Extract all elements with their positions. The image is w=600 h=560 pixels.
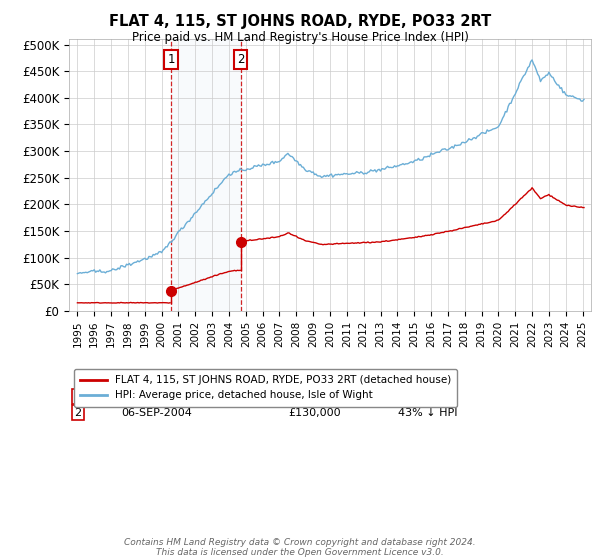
Text: 1: 1 (74, 391, 81, 402)
Text: 2: 2 (74, 408, 82, 418)
Text: 1: 1 (167, 53, 175, 66)
Text: 2: 2 (237, 53, 244, 66)
Text: 06-SEP-2004: 06-SEP-2004 (121, 408, 192, 418)
Text: £38,000: £38,000 (288, 391, 334, 402)
Bar (171, 39, 241, 311)
Text: FLAT 4, 115, ST JOHNS ROAD, RYDE, PO33 2RT: FLAT 4, 115, ST JOHNS ROAD, RYDE, PO33 2… (109, 14, 491, 29)
Legend: FLAT 4, 115, ST JOHNS ROAD, RYDE, PO33 2RT (detached house), HPI: Average price,: FLAT 4, 115, ST JOHNS ROAD, RYDE, PO33 2… (74, 369, 457, 407)
Text: 43% ↓ HPI: 43% ↓ HPI (398, 408, 457, 418)
Text: Price paid vs. HM Land Registry's House Price Index (HPI): Price paid vs. HM Land Registry's House … (131, 31, 469, 44)
Text: 24-JUL-2000: 24-JUL-2000 (121, 391, 190, 402)
Text: £130,000: £130,000 (288, 408, 341, 418)
Text: Contains HM Land Registry data © Crown copyright and database right 2024.
This d: Contains HM Land Registry data © Crown c… (124, 538, 476, 557)
Text: 69% ↓ HPI: 69% ↓ HPI (398, 391, 457, 402)
